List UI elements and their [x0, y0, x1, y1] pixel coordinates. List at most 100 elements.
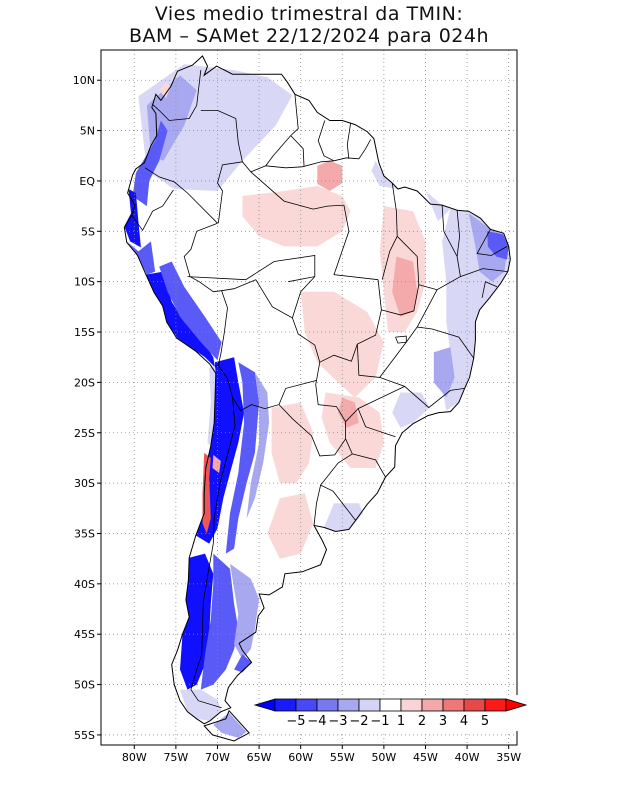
- country-border: [416, 289, 475, 359]
- colorbar-label: 3: [439, 714, 447, 729]
- lat-tick-label: 15S: [74, 326, 95, 339]
- lon-tick-label: 45W: [413, 751, 438, 764]
- axis-ticks: 80W 75W 70W 65W 60W 55W 50W 45W 40W 35W 10N 5N EQ 5S 1…: [73, 74, 521, 764]
- country-border: [346, 123, 351, 159]
- bias-patch-blue: [234, 654, 252, 673]
- bias-patch-light-red: [392, 256, 418, 317]
- country-border: [345, 408, 359, 422]
- colorbar-label: 4: [460, 714, 468, 729]
- country-border: [131, 189, 174, 232]
- colorbar-swatch: [442, 698, 465, 712]
- colorbar-swatch: [316, 698, 339, 712]
- country-border: [313, 485, 321, 526]
- colorbar-label: 2: [418, 714, 426, 729]
- country-border: [183, 222, 222, 293]
- country-border: [418, 205, 461, 291]
- country-border: [290, 135, 305, 166]
- colorbar-swatch: [421, 698, 444, 712]
- lat-tick-label: 40S: [74, 578, 95, 591]
- lat-tick-label: 35S: [74, 527, 95, 540]
- country-border: [352, 453, 386, 478]
- lat-tick-label: 55S: [74, 729, 95, 742]
- lon-tick-label: 50W: [371, 751, 396, 764]
- bias-patch-blue: [487, 231, 509, 260]
- bias-patch-light-blue: [213, 712, 247, 738]
- bias-patch-blue: [126, 241, 156, 275]
- colorbar-max-arrow: [505, 698, 528, 712]
- bias-patch-very-light-blue: [371, 160, 398, 189]
- lon-tick-label: 60W: [288, 751, 313, 764]
- colorbar-swatch: [337, 698, 360, 712]
- country-border: [317, 120, 335, 162]
- colorbar-label: −3: [328, 714, 347, 729]
- lon-tick-label: 35W: [496, 751, 521, 764]
- country-border: [333, 205, 379, 281]
- bias-patch-very-light-blue: [324, 503, 364, 532]
- colorbar-swatch: [358, 698, 381, 712]
- lat-tick-label: EQ: [79, 175, 95, 188]
- bias-patch-very-light-red: [321, 392, 384, 468]
- colorbar-swatch: [484, 698, 507, 712]
- colorbar-label: −2: [349, 714, 368, 729]
- bias-patch-strong-blue: [124, 189, 141, 248]
- lat-tick-label: 10S: [74, 276, 95, 289]
- bias-patch-very-light-blue: [392, 392, 430, 428]
- bias-patch-blue: [225, 362, 260, 554]
- country-border: [460, 268, 508, 277]
- country-border: [278, 404, 346, 457]
- country-border: [381, 236, 420, 316]
- colorbar-label: 5: [481, 714, 489, 729]
- bias-patch-very-light-red: [300, 291, 384, 398]
- bias-patch-very-light-blue: [180, 689, 222, 721]
- colorbar-swatch: [463, 698, 486, 712]
- bias-patch-light-blue: [433, 347, 455, 398]
- lat-tick-label: 5N: [80, 125, 95, 138]
- map-border: [100, 49, 518, 746]
- country-border: [379, 377, 465, 409]
- lat-tick-label: 30S: [74, 477, 95, 490]
- bias-patch-very-light-blue: [425, 191, 451, 222]
- bias-patch-strong-blue: [145, 271, 215, 368]
- lon-tick-label: 80W: [122, 751, 147, 764]
- lon-tick-label: 75W: [163, 751, 188, 764]
- bias-patch-blue: [132, 120, 168, 207]
- country-border: [292, 276, 316, 319]
- colorbar-label: −1: [370, 714, 389, 729]
- bias-patch-light-blue: [246, 372, 270, 519]
- colorbar-swatch: [274, 698, 297, 712]
- bias-patch-very-light-red: [271, 402, 314, 484]
- colorbar-label: −4: [307, 714, 326, 729]
- country-border: [190, 397, 236, 709]
- bias-patch-very-light-red: [159, 82, 171, 99]
- country-border: [315, 380, 346, 439]
- lon-tick-label: 40W: [455, 751, 480, 764]
- country-border: [481, 281, 498, 298]
- country-border: [476, 229, 508, 256]
- lon-tick-label: 65W: [247, 751, 272, 764]
- bias-patch-light-red: [212, 454, 221, 473]
- lat-tick-label: 20S: [74, 376, 95, 389]
- bias-patch-blue: [159, 261, 222, 361]
- lon-tick-label: 70W: [205, 751, 230, 764]
- lat-tick-label: 25S: [74, 427, 95, 440]
- country-border: [152, 70, 202, 121]
- colorbar-label: 1: [397, 714, 405, 729]
- map-title-line2: BAM – SAMet 22/12/2024 para 024h: [128, 25, 490, 47]
- colorbar-swatch: [295, 698, 318, 712]
- country-border: [217, 161, 243, 224]
- country-border: [345, 438, 353, 455]
- country-border: [250, 171, 344, 210]
- lon-tick-label: 55W: [330, 751, 355, 764]
- map-title-line1: Vies medio trimestral da TMIN:: [154, 3, 464, 25]
- country-border: [144, 167, 218, 224]
- bias-patch-very-light-red: [267, 493, 314, 559]
- country-border: [214, 290, 228, 367]
- colorbar-swatch: [379, 698, 402, 712]
- country-borders: [131, 70, 508, 709]
- lat-tick-label: 45S: [74, 628, 95, 641]
- lat-tick-label: 5S: [81, 225, 95, 238]
- bias-field-layer: [124, 56, 511, 741]
- country-border: [357, 386, 405, 438]
- bias-patch-light-blue: [468, 213, 507, 282]
